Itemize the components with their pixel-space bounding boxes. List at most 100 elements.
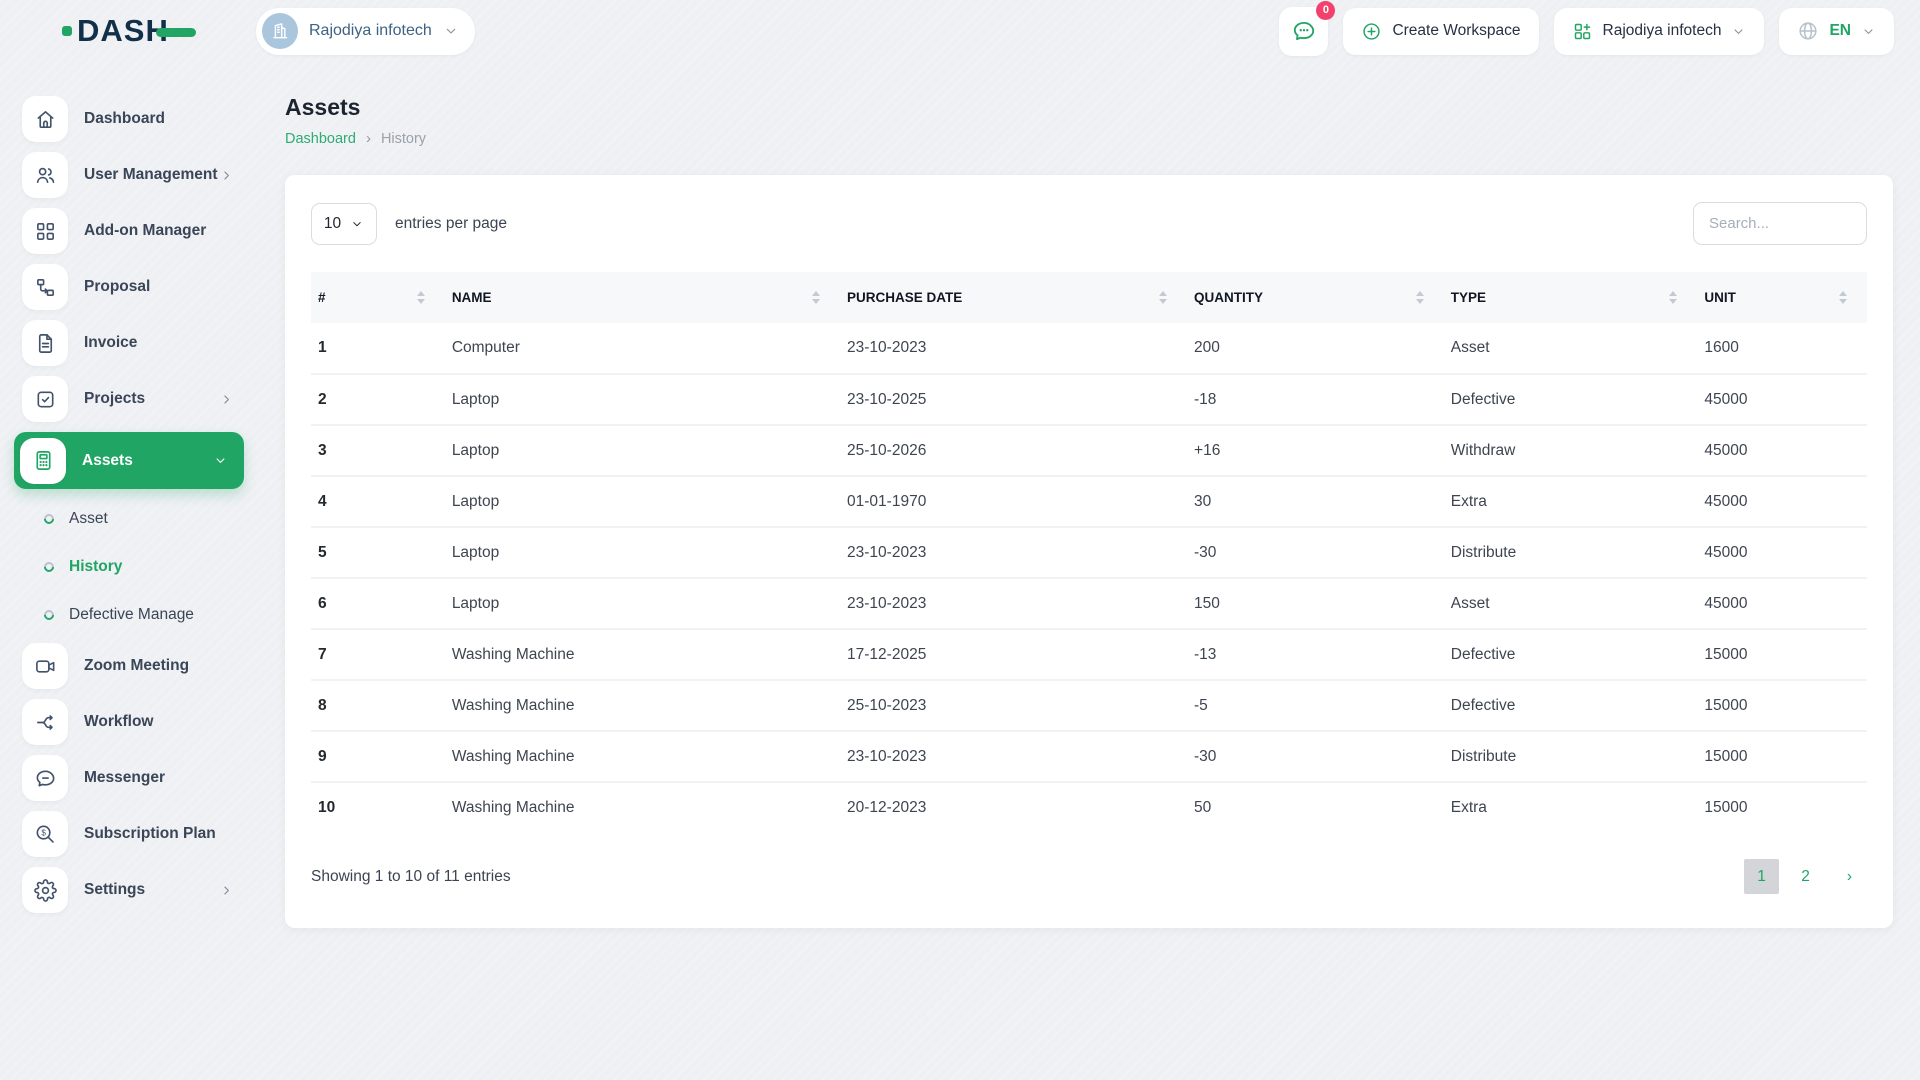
cell-type: Withdraw [1443,425,1698,477]
sidebar-item-user-management[interactable]: User Management [14,152,244,198]
grid-icon [22,208,68,254]
cell-purchase-date: 25-10-2026 [840,425,1188,477]
settings-gear-icon [22,867,68,913]
sidebar-subitem-history[interactable]: History [41,547,244,587]
sidebar-item-messenger[interactable]: Messenger [14,755,244,801]
sidebar-item-label: Dashboard [84,110,165,127]
entries-per-page-label: entries per page [395,214,508,232]
table-row: 2 Laptop 23-10-2025 -18 Defective 45000 [311,374,1867,426]
history-table: # NAME PURCHASE DATE QUANTITY TYPE UNIT 1 Comp… [311,272,1867,833]
submenu-bullet-icon [41,511,57,527]
cell-num: 4 [311,476,445,528]
cell-quantity: -5 [1187,680,1444,732]
cell-purchase-date: 23-10-2023 [840,323,1188,375]
sidebar-item-proposal[interactable]: Proposal [14,264,244,310]
page-size-select[interactable]: 10 [311,202,377,245]
sidebar-item-add-on-manager[interactable]: Add-on Manager [14,208,244,254]
sort-icon [1415,291,1424,304]
cell-unit: 15000 [1697,629,1867,681]
cell-num: 2 [311,374,445,426]
sidebar-item-zoom-meeting[interactable]: Zoom Meeting [14,643,244,689]
plus-circle-icon [1361,21,1382,42]
cell-num: 7 [311,629,445,681]
cell-name: Washing Machine [444,782,841,833]
history-table-card: 10 entries per page # NAME PURCHASE DATE QU… [285,175,1893,928]
topbar: DASH Rajodiya infotech 0 Create Workspac… [0,0,1920,62]
sidebar-item-assets[interactable]: Assets [14,432,244,489]
create-workspace-label: Create Workspace [1392,22,1521,39]
chevron-right-icon [219,883,234,898]
sidebar-item-settings[interactable]: Settings [14,867,244,913]
column-header-label: NAME [451,290,492,305]
page-size-value: 10 [323,214,342,232]
sidebar: Dashboard User Management Add-on Manager… [0,62,256,1080]
cell-unit: 1600 [1697,323,1867,375]
subscription-icon [22,811,68,857]
cell-type: Defective [1443,374,1698,426]
cell-purchase-date: 23-10-2025 [840,374,1188,426]
page-button-2[interactable]: 2 [1788,859,1823,894]
sidebar-item-workflow[interactable]: Workflow [14,699,244,745]
column-header-name[interactable]: NAME [444,272,841,323]
assets-icon [20,437,66,484]
cell-unit: 45000 [1697,425,1867,477]
breadcrumb-current: History [380,130,427,147]
sort-icon [1669,291,1678,304]
sidebar-item-label: User Management [84,166,218,183]
sidebar-subitem-defective-manage[interactable]: Defective Manage [41,595,244,635]
create-workspace-button[interactable]: Create Workspace [1343,7,1539,55]
cell-name: Washing Machine [444,629,841,681]
cell-name: Washing Machine [444,680,841,732]
messages-button[interactable]: 0 [1279,0,1336,56]
breadcrumb-link-dashboard[interactable]: Dashboard [285,130,356,147]
sidebar-item-dashboard[interactable]: Dashboard [14,96,244,142]
cell-purchase-date: 23-10-2023 [840,527,1188,579]
cell-num: 10 [311,782,445,833]
chat-dots-icon [1291,18,1317,44]
cell-type: Distribute [1443,527,1698,579]
sidebar-subitem-label: History [69,558,123,575]
cell-name: Washing Machine [444,731,841,783]
column-header-num[interactable]: # [311,272,445,323]
sidebar-item-label: Workflow [84,713,154,730]
building-icon [262,13,298,49]
cell-name: Computer [444,323,841,375]
cell-num: 5 [311,527,445,579]
cell-quantity: -13 [1187,629,1444,681]
sidebar-item-projects[interactable]: Projects [14,376,244,422]
cell-quantity: 50 [1187,782,1444,833]
home-icon [22,96,68,142]
cell-name: Laptop [444,527,841,579]
next-page-button[interactable]: › [1832,859,1867,894]
page-button-1[interactable]: 1 [1744,859,1779,894]
users-icon [22,152,68,198]
sort-icon [1839,291,1847,304]
language-menu[interactable]: EN [1779,7,1894,55]
workspace-switcher[interactable]: Rajodiya infotech [256,7,475,55]
company-menu[interactable]: Rajodiya infotech [1553,7,1765,55]
sidebar-item-label: Settings [84,881,146,898]
table-row: 3 Laptop 25-10-2026 +16 Withdraw 45000 [311,425,1867,477]
cell-quantity: +16 [1187,425,1444,477]
cell-unit: 45000 [1697,476,1867,528]
sidebar-item-subscription-plan[interactable]: Subscription Plan [14,811,244,857]
sidebar-item-invoice[interactable]: Invoice [14,320,244,366]
cell-unit: 15000 [1697,782,1867,833]
sidebar-subitem-asset[interactable]: Asset [41,499,244,539]
column-header-type[interactable]: TYPE [1443,272,1698,323]
video-camera-icon [22,643,68,689]
column-header-unit[interactable]: UNIT [1697,272,1867,323]
column-header-purchase-date[interactable]: PURCHASE DATE [840,272,1188,323]
cell-type: Asset [1443,323,1698,375]
cell-quantity: 30 [1187,476,1444,528]
cell-type: Defective [1443,629,1698,681]
table-controls: 10 entries per page [311,202,1867,245]
chevron-down-icon [443,23,459,39]
cell-quantity: -18 [1187,374,1444,426]
table-row: 1 Computer 23-10-2023 200 Asset 1600 [311,323,1867,375]
search-input[interactable] [1693,202,1867,245]
globe-icon [1797,20,1819,42]
logo-dot-icon [62,26,72,36]
column-header-label: # [318,290,326,305]
column-header-quantity[interactable]: QUANTITY [1187,272,1444,323]
